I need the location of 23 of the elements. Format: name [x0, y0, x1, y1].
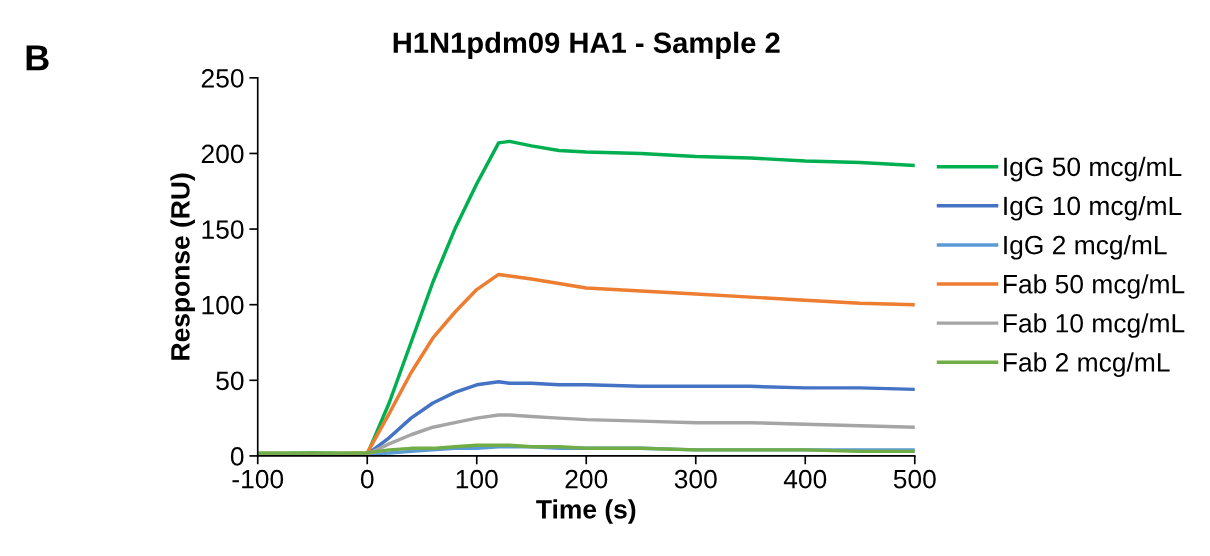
y-tick-label: 100	[202, 295, 244, 315]
legend-label: IgG 10 mcg/mL	[1004, 195, 1182, 221]
chart-title: H1N1pdm09 HA1 - Sample 2	[393, 31, 780, 59]
x-axis-title: Time (s)	[536, 499, 636, 524]
y-tick-label: 0	[230, 447, 244, 466]
x-tick-label: 200	[565, 469, 608, 489]
y-tick-label: 200	[201, 144, 244, 164]
x-tick-label: 0	[360, 469, 374, 489]
x-tick-label: 500	[893, 469, 936, 489]
legend-label: IgG 2 mcg/mL	[1004, 235, 1167, 260]
legend-label: IgG 50 mcg/mL	[1004, 156, 1182, 182]
legend-label: Fab 2 mcg/mL	[1004, 352, 1170, 377]
x-tick-label: 100	[456, 469, 498, 489]
text: B	[26, 45, 49, 71]
legend-label: Fab 10 mcg/mL	[1004, 313, 1185, 338]
y-axis-title: Response (RU)	[170, 173, 195, 360]
x-tick-label: -100	[232, 469, 284, 489]
x-tick-label: 400	[783, 469, 827, 489]
x-tick-label: 300	[674, 469, 717, 489]
y-tick-label: 50	[216, 371, 244, 391]
y-tick-label: 250	[201, 68, 244, 88]
y-tick-label: 150	[202, 220, 244, 239]
legend-label: Fab 50 mcg/mL	[1004, 274, 1185, 299]
